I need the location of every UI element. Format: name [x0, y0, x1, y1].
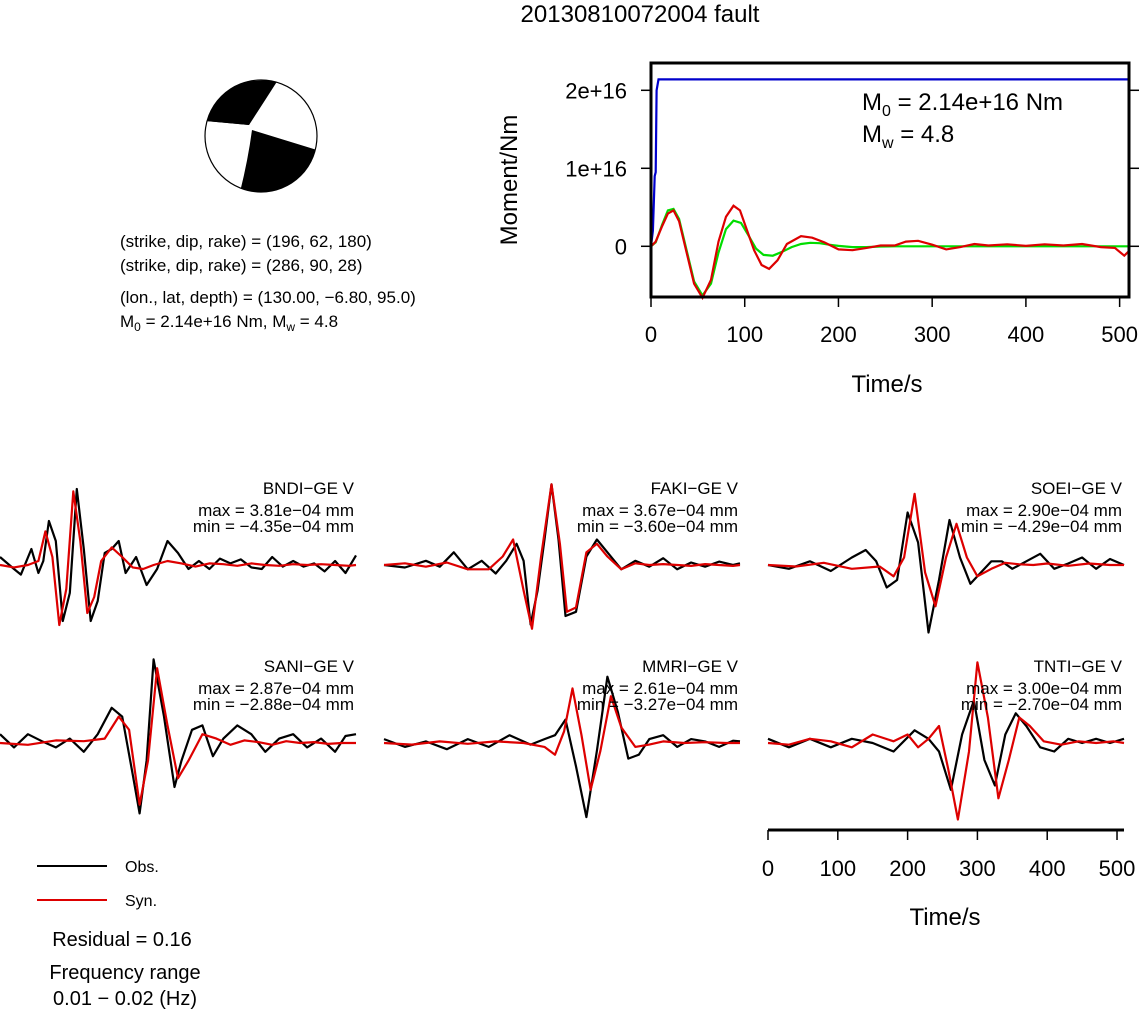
synthetic-trace [383, 483, 741, 630]
moment-y-axis: 0 1e+16 2e+16 [565, 78, 1139, 259]
source-parameters: (strike, dip, rake) = (196, 62, 180) (st… [120, 232, 416, 334]
frequency-range-value: 0.01 − 0.02 (Hz) [53, 988, 197, 1009]
synthetic-trace [767, 492, 1124, 608]
legend-obs-label: Obs. [125, 859, 159, 876]
moment-plot-frame [649, 61, 1131, 299]
moment-series-group [649, 78, 1130, 301]
figure-title: 20130810072004 fault [521, 1, 760, 28]
waveform-xtick-label: 0 [762, 856, 774, 881]
legend: Obs. Syn. [37, 859, 159, 910]
synthetic-trace [767, 661, 1125, 821]
station-label: FAKI−GE V [651, 479, 739, 498]
synthetic-trace [0, 667, 356, 806]
amplitude-min: min = −2.70e−04 mm [961, 695, 1122, 714]
legend-syn-label: Syn. [125, 893, 157, 910]
moment-ylabel: Moment/Nm [496, 115, 523, 246]
moment-xtick-label: 400 [1008, 322, 1045, 347]
moment-series-1 [650, 207, 1129, 298]
moment-series-0 [649, 78, 1129, 247]
moment-ytick-label: 1e+16 [565, 156, 627, 181]
residual-value: Residual = 0.16 [52, 929, 192, 951]
moment-magnitude-summary: M0 = 2.14e+16 Nm, Mw = 4.8 [120, 312, 338, 334]
moment-series-2 [650, 204, 1130, 301]
waveform-xtick-label: 300 [959, 856, 996, 881]
waveform-xtick-label: 500 [1099, 856, 1136, 881]
nodal-plane-1: (strike, dip, rake) = (196, 62, 180) [120, 232, 372, 251]
amplitude-min: min = −3.60e−04 mm [577, 517, 738, 536]
frequency-range-label: Frequency range [49, 962, 200, 984]
amplitude-max: max = 2.90e−04 mm [966, 501, 1122, 520]
amplitude-max: max = 3.00e−04 mm [966, 679, 1122, 698]
nodal-plane-2: (strike, dip, rake) = (286, 90, 28) [120, 256, 362, 275]
station-label: TNTI−GE V [1034, 657, 1123, 676]
hypocenter: (lon., lat, depth) = (130.00, −6.80, 95.… [120, 288, 416, 307]
amplitude-max: max = 3.81e−04 mm [198, 501, 354, 520]
moment-xtick-label: 100 [726, 322, 763, 347]
waveform-time-axis: 0 100 200 300 400 500 [762, 828, 1136, 881]
amplitude-min: min = −4.35e−04 mm [193, 517, 354, 536]
amplitude-min: min = −2.88e−04 mm [193, 695, 354, 714]
amplitude-min: min = −4.29e−04 mm [961, 517, 1122, 536]
observed-trace [0, 658, 357, 815]
synthetic-trace [383, 687, 740, 791]
observed-trace [767, 511, 1125, 634]
moment-xtick-label: 500 [1101, 322, 1138, 347]
station-label: SOEI−GE V [1031, 479, 1123, 498]
station-label: MMRI−GE V [642, 657, 739, 676]
moment-rate-plot: 0 1e+16 2e+16 0 100 200 300 400 500 Moment/Nm T… [496, 61, 1139, 398]
focal-mechanism-beachball [204, 79, 318, 193]
moment-mw-label: Mw = 4.8 [862, 121, 954, 152]
amplitude-max: max = 2.87e−04 mm [198, 679, 354, 698]
moment-m0-label: M0 = 2.14e+16 Nm [862, 89, 1063, 120]
moment-ytick-label: 2e+16 [565, 78, 627, 103]
waveform-xtick-label: 100 [819, 856, 856, 881]
moment-xlabel: Time/s [851, 371, 922, 398]
waveform-xtick-label: 400 [1029, 856, 1066, 881]
station-label: BNDI−GE V [263, 479, 355, 498]
waveform-xtick-label: 200 [889, 856, 926, 881]
amplitude-max: max = 2.61e−04 mm [582, 679, 738, 698]
station-label: SANI−GE V [264, 657, 355, 676]
moment-xtick-label: 0 [645, 322, 657, 347]
amplitude-min: min = −3.27e−04 mm [577, 695, 738, 714]
waveform-xlabel: Time/s [909, 904, 980, 931]
amplitude-max: max = 3.67e−04 mm [582, 501, 738, 520]
moment-ytick-label: 0 [615, 234, 627, 259]
synthetic-trace [0, 490, 357, 627]
moment-xtick-label: 300 [914, 322, 951, 347]
moment-xtick-label: 200 [820, 322, 857, 347]
moment-x-axis: 0 100 200 300 400 500 [645, 297, 1138, 347]
